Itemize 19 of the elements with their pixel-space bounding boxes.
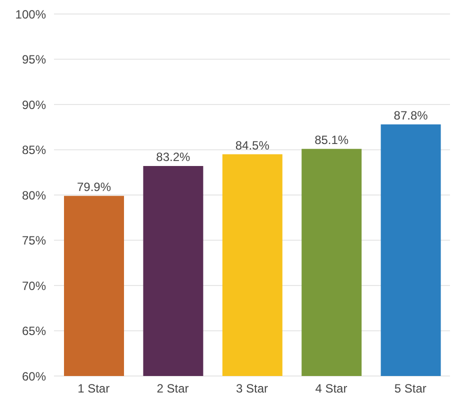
data-label: 83.2% bbox=[156, 150, 191, 164]
y-tick-label: 90% bbox=[22, 98, 46, 112]
y-tick-label: 100% bbox=[15, 7, 46, 22]
data-label: 84.5% bbox=[235, 138, 270, 152]
data-label: 85.1% bbox=[314, 132, 349, 147]
y-tick-label: 60% bbox=[22, 369, 46, 384]
y-tick-label: 65% bbox=[22, 324, 46, 338]
x-tick-label: 2 Star bbox=[156, 382, 189, 396]
y-tick-label: 85% bbox=[22, 143, 46, 158]
y-tick-label: 75% bbox=[22, 234, 46, 248]
x-tick-label: 5 Star bbox=[394, 382, 426, 396]
x-tick-label: 1 Star bbox=[78, 382, 110, 396]
y-tick-label: 70% bbox=[22, 278, 46, 293]
y-tick-label: 80% bbox=[22, 188, 46, 202]
x-tick-label: 3 Star bbox=[236, 382, 268, 396]
y-tick-label: 95% bbox=[22, 52, 46, 67]
data-label: 79.9% bbox=[76, 180, 112, 194]
data-label: 87.8% bbox=[394, 108, 428, 122]
x-tick-label: 4 Star bbox=[315, 382, 348, 396]
